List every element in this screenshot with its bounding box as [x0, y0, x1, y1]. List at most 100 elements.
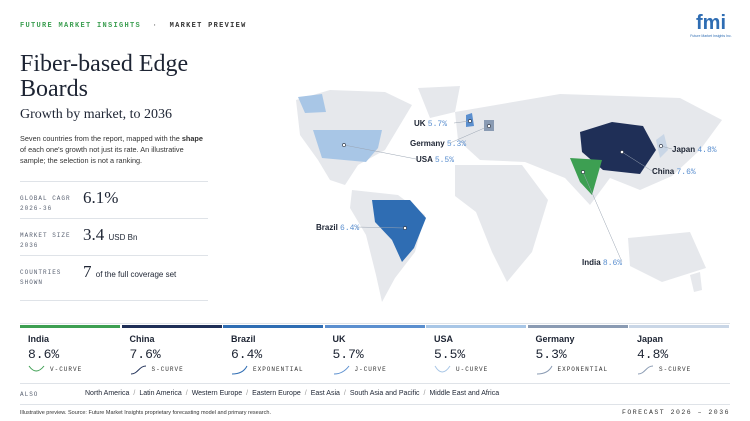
logo-caption: Future Market Insights Inc. — [690, 34, 732, 38]
country-name: UK — [414, 119, 426, 128]
stat-label: MARKET SIZE 2036 — [20, 232, 71, 249]
stat-value: 3.4 USD Bn — [83, 225, 137, 245]
leader-line — [343, 144, 417, 160]
curve-type: S-CURVE — [659, 366, 692, 373]
curve-icon — [637, 365, 654, 375]
logo-mark: fmi — [696, 12, 726, 34]
unit: USD Bn — [108, 233, 138, 242]
region: North America — [85, 390, 130, 397]
region: East Asia — [310, 390, 340, 397]
marker — [581, 170, 585, 174]
curve-type: EXPONENTIAL — [253, 366, 304, 373]
stat-label: COUNTRIES SHOWN — [20, 269, 62, 286]
africa — [455, 165, 548, 282]
subtitle: Growth by market, to 2036 — [20, 107, 173, 122]
description: Seven countries from the report, mapped … — [20, 133, 210, 166]
curve — [28, 365, 45, 372]
curve-type: EXPONENTIAL — [557, 366, 609, 373]
separator: / — [246, 390, 249, 397]
forecast: FORECAST 2026 – 2036 — [621, 409, 730, 416]
country-cagr: 4.8% — [637, 347, 669, 362]
australia — [628, 232, 706, 282]
country-cagr: 5.7% — [332, 347, 364, 362]
marker — [468, 119, 472, 123]
separator: / — [423, 390, 426, 397]
country-cagr: 5.5% — [434, 347, 466, 362]
region: Eastern Europe — [252, 390, 301, 397]
leader-line — [449, 125, 490, 144]
text: of each one's growth not just its rate. … — [20, 145, 184, 165]
value: 7 — [83, 262, 92, 281]
country-card: Germany 5.3% EXPONENTIAL — [527, 325, 628, 380]
region: Western Europe — [191, 390, 243, 397]
country-card: India 8.6% V-CURVE — [20, 325, 120, 380]
country-cagr: 7.6% — [129, 347, 161, 362]
map-label: Japan 4.8% — [672, 145, 717, 155]
stat-value: 6.1% — [83, 188, 118, 208]
curve-icon — [28, 365, 45, 372]
country-name: China — [129, 334, 155, 344]
leader-line — [453, 120, 471, 124]
country-cagr: 5.3% — [535, 347, 567, 362]
leader-line — [582, 171, 623, 263]
land — [296, 86, 722, 302]
curve-type: V-CURVE — [50, 366, 83, 373]
header: FUTURE MARKET INSIGHTS · MARKET PREVIEW — [20, 22, 247, 30]
stat: GLOBAL CAGR 2026-36 6.1% — [20, 181, 208, 226]
map-label: USA 5.5% — [416, 155, 454, 165]
country-cagr: 4.8% — [697, 146, 716, 155]
curve — [637, 365, 654, 375]
map-label: Germany 5.3% — [410, 139, 466, 149]
country-cagr: 6.4% — [231, 347, 263, 362]
country-cagr: 8.6% — [603, 259, 622, 268]
country-cagr: 7.6% — [676, 168, 695, 177]
country-card: Brazil 6.4% EXPONENTIAL — [223, 325, 323, 380]
india-shape — [570, 158, 602, 195]
country-name: India — [582, 258, 601, 267]
leader-line — [660, 145, 673, 150]
country-card: USA 5.5% U-CURVE — [426, 325, 526, 380]
region: South Asia and Pacific — [349, 390, 420, 397]
map-label: China 7.6% — [652, 167, 696, 177]
countries — [298, 94, 668, 262]
map-labels: India 8.6% China 7.6% Brazil 6.4% UK 5.7% US… — [316, 119, 717, 268]
world-map: India 8.6% China 7.6% Brazil 6.4% UK 5.7% US… — [296, 86, 722, 302]
separator: / — [185, 390, 188, 397]
marker — [659, 144, 663, 148]
value: 3.4 — [83, 225, 105, 244]
curve-type: J-CURVE — [354, 366, 387, 373]
stat: MARKET SIZE 2036 3.4 USD Bn — [20, 218, 208, 263]
curve-icon — [536, 365, 552, 375]
brand: FUTURE MARKET INSIGHTS — [20, 22, 142, 30]
country-name: Japan — [672, 145, 695, 154]
country-cagr: 5.7% — [428, 120, 447, 129]
divider — [20, 323, 730, 324]
country-cagr: 6.4% — [340, 224, 359, 233]
country-card: China 7.6% S-CURVE — [121, 325, 222, 380]
country-cagr: 8.6% — [28, 347, 60, 362]
map-label: India 8.6% — [582, 258, 622, 268]
country-name: Brazil — [231, 334, 256, 344]
curve-icon — [130, 365, 146, 375]
curve-icon — [231, 365, 248, 375]
stat-label: GLOBAL CAGR 2026-36 — [20, 195, 71, 212]
separator: · — [152, 22, 159, 30]
country-name: India — [28, 334, 50, 344]
curve — [434, 365, 451, 373]
marker — [342, 143, 346, 147]
leader-line — [355, 226, 406, 229]
title: Fiber-based Edge Boards — [20, 51, 189, 102]
text: Seven countries from the report, mapped … — [20, 134, 182, 143]
stat-value: 7 of the full coverage set — [83, 262, 176, 282]
country-name: Brazil — [316, 223, 338, 232]
usa-shape — [313, 130, 382, 162]
source: Illustrative preview. Source: Future Mar… — [20, 410, 271, 416]
curve-type: U-CURVE — [456, 366, 489, 373]
section: MARKET PREVIEW — [169, 22, 247, 30]
marker — [487, 124, 491, 128]
stat: COUNTRIES SHOWN 7 of the full coverage se… — [20, 255, 208, 301]
curve-icon — [333, 365, 349, 375]
country-name: USA — [434, 334, 454, 344]
alaska-shape — [298, 94, 326, 113]
